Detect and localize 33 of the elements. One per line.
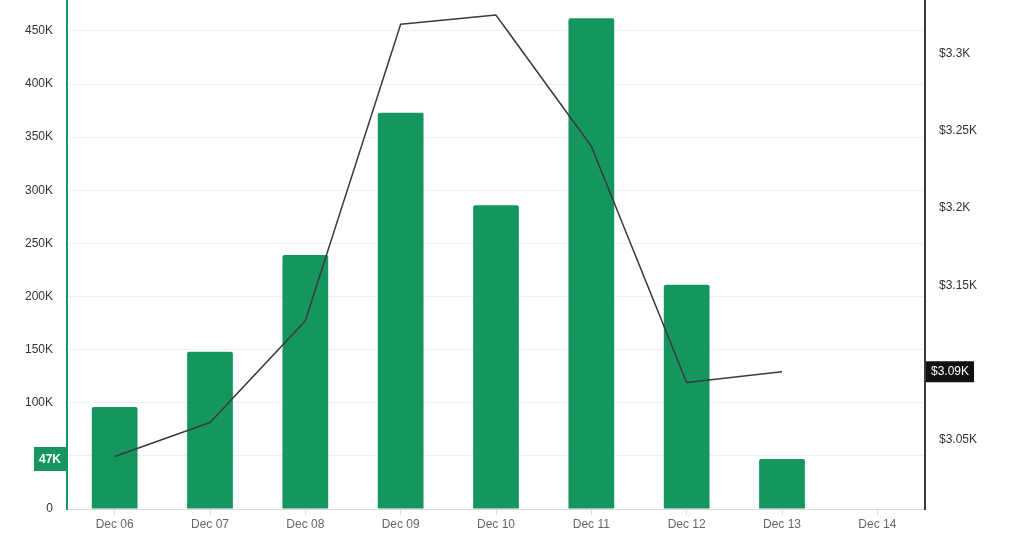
- bar: [568, 18, 615, 509]
- x-tick-label: Dec 07: [190, 516, 230, 531]
- text: 47K: [38, 451, 62, 466]
- bar: [282, 255, 329, 509]
- x-tick-label: Dec 11: [572, 516, 611, 531]
- y-tick-label: 100K: [24, 395, 53, 410]
- y2-tick-label: $3.2K: [939, 200, 971, 215]
- text: $3.09K: [930, 364, 970, 379]
- y-tick-label: 300K: [24, 182, 53, 197]
- x-tick-label: Dec 12: [667, 516, 706, 531]
- bar: [663, 284, 710, 509]
- bar: [91, 407, 138, 509]
- x-tick-label: Dec 13: [762, 516, 802, 531]
- y-tick-label: 250K: [24, 235, 53, 250]
- x-tick-label: Dec 14: [858, 516, 897, 531]
- bar: [377, 112, 424, 509]
- x-tick-label: Dec 09: [381, 516, 420, 531]
- bar: [473, 205, 519, 509]
- y-tick-label: 400K: [24, 76, 53, 91]
- y-tick-label: 350K: [24, 129, 53, 144]
- y2-tick-label: $3.25K: [939, 123, 978, 138]
- x-tick-label: Dec 06: [95, 516, 134, 531]
- y-tick-label: 0: [46, 501, 54, 516]
- y-tick-label: 200K: [24, 288, 53, 303]
- y-tick-label: 450K: [24, 23, 53, 38]
- y-tick-label: 150K: [24, 341, 53, 356]
- x-tick-label: Dec 10: [476, 516, 516, 531]
- x-tick-label: Dec 08: [286, 516, 325, 531]
- y2-tick-label: $3.3K: [939, 45, 971, 60]
- y2-tick-label: $3.05K: [939, 431, 978, 446]
- bar: [187, 351, 233, 509]
- y2-tick-label: $3.15K: [939, 277, 978, 292]
- bar: [759, 459, 805, 509]
